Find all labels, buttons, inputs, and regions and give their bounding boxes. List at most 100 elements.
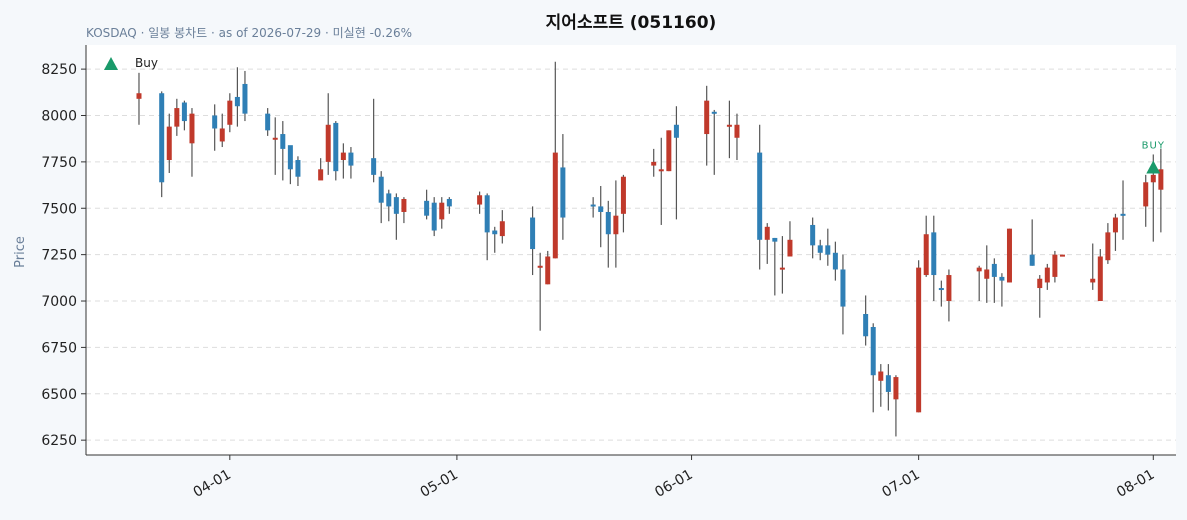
candle xyxy=(136,72,142,125)
x-tick-label: 04-01 xyxy=(191,467,234,501)
candle-body xyxy=(227,100,233,125)
candle-body xyxy=(401,198,407,212)
candle xyxy=(1037,275,1043,318)
candle xyxy=(1158,148,1164,233)
y-tick-label: 6250 xyxy=(41,433,77,449)
candle-body xyxy=(431,202,437,231)
candle xyxy=(439,197,445,229)
candle xyxy=(832,241,838,281)
chart-subtitle: KOSDAQ · 일봉 봉차트 · as of 2026-07-29 · 미실현… xyxy=(86,26,412,40)
candle-body xyxy=(598,206,604,212)
y-tick-label: 7750 xyxy=(41,155,77,171)
candle-body xyxy=(552,152,558,259)
candle xyxy=(810,217,816,259)
candle xyxy=(878,364,884,407)
candle xyxy=(318,158,324,181)
candle-body xyxy=(477,195,483,205)
candle xyxy=(477,191,483,214)
y-tick-label: 7250 xyxy=(41,248,77,264)
candle-body xyxy=(212,115,218,129)
candle-body xyxy=(219,128,225,142)
candle xyxy=(272,117,278,175)
candle-body xyxy=(757,152,763,240)
candle-body xyxy=(863,314,869,337)
candle-body xyxy=(832,252,838,270)
candle-body xyxy=(560,167,566,218)
candle-body xyxy=(999,276,1005,281)
candle xyxy=(946,269,952,322)
candle-body xyxy=(537,265,543,268)
candle-body xyxy=(1059,254,1065,257)
candle xyxy=(189,108,195,177)
candle xyxy=(1044,263,1050,290)
candle xyxy=(552,61,558,259)
candle xyxy=(492,226,498,253)
candle-body xyxy=(923,234,929,276)
candle-body xyxy=(492,230,498,235)
candle-body xyxy=(840,269,846,307)
candle xyxy=(840,254,846,335)
candle xyxy=(658,137,664,225)
buy-signal-label: BUY xyxy=(1142,140,1165,151)
candle-body xyxy=(893,377,899,400)
candle xyxy=(371,98,377,183)
candle xyxy=(393,193,399,240)
x-tick-label: 07-01 xyxy=(879,467,922,501)
candle xyxy=(825,228,831,266)
candle xyxy=(181,100,187,131)
candle-body xyxy=(136,93,142,99)
candle-body xyxy=(378,176,384,203)
candle xyxy=(984,245,990,303)
candle xyxy=(651,148,657,177)
y-tick-label: 8000 xyxy=(41,108,77,124)
candle-body xyxy=(1143,182,1149,207)
candle xyxy=(333,121,339,181)
candle xyxy=(560,134,566,240)
candle-body xyxy=(1029,254,1035,266)
candle xyxy=(734,113,740,161)
candle xyxy=(931,215,937,302)
x-tick-label: 06-01 xyxy=(652,467,695,501)
candle xyxy=(386,189,392,222)
candle xyxy=(666,130,672,172)
candle-body xyxy=(1044,267,1050,283)
candle xyxy=(280,121,286,181)
candle xyxy=(378,171,384,224)
candle xyxy=(673,106,679,220)
candle-body xyxy=(393,197,399,214)
candle xyxy=(174,98,180,136)
candle xyxy=(227,93,233,133)
y-axis-label: Price xyxy=(13,236,28,268)
candle-body xyxy=(764,226,770,240)
candle-body xyxy=(1150,174,1156,183)
y-tick-label: 6750 xyxy=(41,340,77,356)
candle xyxy=(605,200,611,268)
candle xyxy=(1029,219,1035,266)
candle xyxy=(613,180,619,268)
candle-body xyxy=(931,232,937,276)
candle-body xyxy=(938,288,944,291)
candle-body xyxy=(613,215,619,235)
candle-body xyxy=(424,200,430,216)
legend-buy-marker xyxy=(104,57,118,70)
legend: Buy xyxy=(104,56,158,70)
chart-title: 지어소프트 (051160) xyxy=(546,13,717,33)
candle xyxy=(325,93,331,175)
candle xyxy=(265,108,271,136)
candle-body xyxy=(916,267,922,413)
candle-body xyxy=(726,124,732,127)
candle-body xyxy=(1052,254,1058,277)
candle xyxy=(787,221,793,257)
x-tick-label: 08-01 xyxy=(1114,467,1157,501)
candle xyxy=(764,223,770,264)
candle-body xyxy=(734,124,740,138)
candle-body xyxy=(651,161,657,166)
candle-body xyxy=(234,96,240,107)
y-axis-ticks: 6250 6500 6750 7000 7250 7500 7750 8000 8250 xyxy=(41,62,86,449)
candle xyxy=(340,143,346,179)
candle xyxy=(446,197,452,214)
candle-body xyxy=(166,126,172,161)
candle xyxy=(923,215,929,277)
